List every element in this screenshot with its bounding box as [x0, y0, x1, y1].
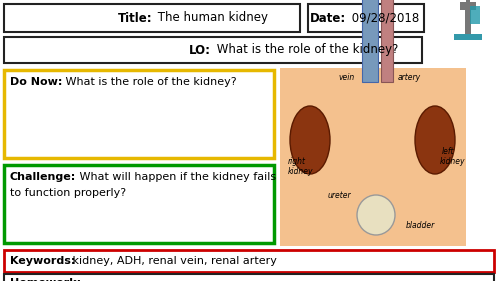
Text: LO:: LO: [189, 44, 211, 56]
Text: What is the role of the kidney?: What is the role of the kidney? [62, 77, 236, 87]
Bar [381, 0, 393, 82]
Text: to function properly?: to function properly? [10, 188, 126, 198]
Text: kidney: kidney [288, 167, 314, 176]
Bar [4, 274, 494, 281]
Text: 09/28/2018: 09/28/2018 [348, 12, 419, 24]
Bar [465, 6, 471, 34]
Bar [4, 165, 274, 243]
Text: ureter: ureter [328, 191, 351, 201]
Bar [4, 250, 494, 272]
Bar [4, 70, 274, 158]
Text: bladder: bladder [406, 221, 435, 230]
Text: What is the role of the kidney?: What is the role of the kidney? [213, 44, 398, 56]
Text: kidney, ADH, renal vein, renal artery: kidney, ADH, renal vein, renal artery [69, 256, 277, 266]
Text: Keywords:: Keywords: [10, 256, 76, 266]
Text: left: left [442, 148, 454, 157]
Ellipse shape [415, 106, 455, 174]
Bar [4, 4, 300, 32]
Bar [470, 6, 480, 24]
Text: Challenge:: Challenge: [10, 172, 76, 182]
Ellipse shape [357, 195, 395, 235]
Text: kidney: kidney [440, 157, 466, 167]
Bar [4, 37, 422, 63]
Bar [454, 34, 482, 40]
Text: What will happen if the kidney fails: What will happen if the kidney fails [76, 172, 276, 182]
Bar [466, 0, 470, 4]
Bar [460, 2, 476, 10]
Text: artery: artery [398, 72, 421, 81]
Ellipse shape [290, 106, 330, 174]
Text: right: right [288, 157, 306, 167]
Bar [308, 4, 424, 32]
Bar [362, 0, 378, 82]
Text: The human kidney: The human kidney [154, 12, 268, 24]
Text: Homework:: Homework: [10, 278, 81, 281]
Text: Do Now:: Do Now: [10, 77, 62, 87]
Text: Date:: Date: [310, 12, 346, 24]
Text: Title:: Title: [118, 12, 152, 24]
Text: vein: vein [339, 72, 355, 81]
Bar [280, 68, 466, 246]
